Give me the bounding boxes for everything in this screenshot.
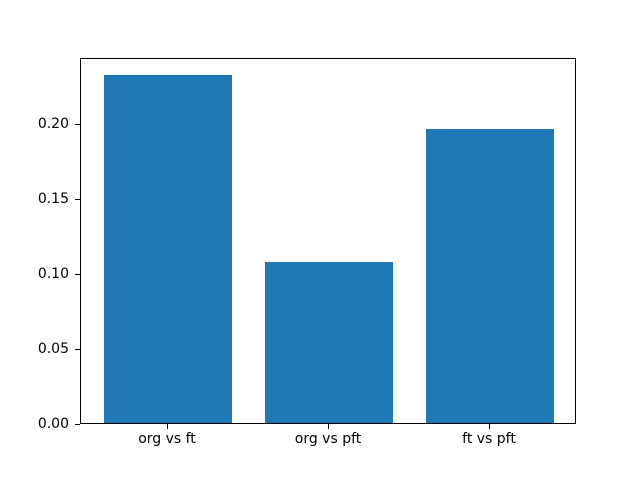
y-tick-label: 0.05	[37, 340, 69, 357]
y-tick-mark	[75, 198, 80, 200]
x-tick-mark	[328, 424, 329, 429]
y-tick-mark	[75, 424, 80, 425]
bar-ft-vs-pft	[425, 128, 555, 423]
bar-org-vs-ft	[103, 74, 233, 423]
x-tick-mark	[167, 424, 168, 429]
y-tick-mark	[75, 273, 80, 275]
y-tick-mark	[75, 123, 80, 125]
x-tick-label: ft vs pft	[462, 431, 516, 447]
x-tick-label: org vs pft	[294, 431, 362, 447]
plot-area	[80, 58, 576, 424]
y-tick-label: 0.10	[37, 265, 69, 282]
x-tick-label: org vs ft	[138, 431, 196, 447]
y-tick-label: 0.20	[37, 115, 69, 132]
x-tick-mark	[489, 424, 490, 429]
y-tick-mark	[75, 348, 80, 350]
y-tick-label: 0.15	[37, 190, 69, 207]
y-tick-label: 0.00	[37, 416, 69, 432]
bar-org-vs-pft	[264, 262, 394, 423]
